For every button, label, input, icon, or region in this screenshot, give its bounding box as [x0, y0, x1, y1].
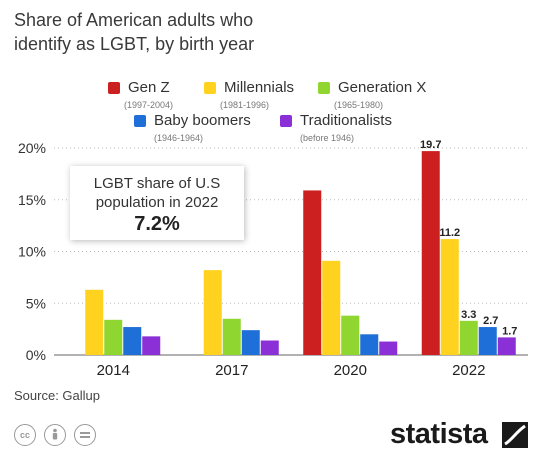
bar-2014-3 — [123, 327, 142, 355]
legend-label: Generation X — [338, 79, 427, 96]
bar-2014-1 — [85, 289, 104, 355]
legend-years: (1981-1996) — [220, 100, 270, 110]
legend-label: Gen Z — [128, 79, 170, 96]
brand-mark-icon — [502, 422, 528, 448]
bar-2014-2 — [104, 319, 123, 355]
data-label: 2.7 — [483, 315, 498, 327]
legend-years: (1946-1964) — [154, 133, 204, 143]
bar-2017-3 — [241, 330, 260, 355]
bar-2020-4 — [379, 341, 398, 355]
legend-years: (1965-1980) — [334, 100, 384, 110]
bar-2020-3 — [360, 334, 379, 355]
no-derivatives-icon[interactable] — [74, 424, 96, 446]
bar-2020-2 — [341, 315, 360, 355]
callout-line-1: LGBT share of U.S — [93, 175, 221, 192]
y-tick-label: 15% — [18, 192, 46, 208]
bar-chart: 0% 5% 10% 15% 20% 2014 2017 2020 2022 19.7 11.2 3.3… — [18, 139, 528, 379]
bar-2022-1 — [440, 239, 459, 355]
brand-logo[interactable]: statista — [390, 418, 488, 450]
chart-title: Share of American adults who identify as… — [14, 8, 334, 56]
legend-swatch — [108, 82, 120, 94]
callout-box: LGBT share of U.S population in 2022 7.2… — [70, 166, 244, 240]
bar-2017-2 — [222, 318, 241, 355]
callout-value: 7.2% — [134, 213, 180, 235]
cc-icon[interactable]: cc — [14, 424, 36, 446]
x-tick-label: 2022 — [452, 362, 485, 379]
source-note: Source: Gallup — [14, 388, 100, 403]
data-label: 11.2 — [439, 227, 460, 239]
y-tick-label: 0% — [26, 347, 46, 363]
y-tick-label: 20% — [18, 140, 46, 156]
attribution-icon[interactable] — [44, 424, 66, 446]
legend-swatch — [134, 115, 146, 127]
y-tick-label: 10% — [18, 244, 46, 260]
callout-line-2: population in 2022 — [95, 194, 219, 211]
bar-2017-4 — [260, 340, 279, 355]
title-line-2: identify as LGBT, by birth year — [14, 34, 255, 54]
legend-label: Millennials — [224, 79, 295, 96]
bar-2022-0 — [421, 151, 440, 355]
legend-swatch — [280, 115, 292, 127]
bar-2022-3 — [478, 327, 497, 355]
legend-label: Baby boomers — [154, 112, 251, 129]
legend-swatch — [204, 82, 216, 94]
bar-2014-4 — [142, 336, 161, 355]
y-tick-label: 5% — [26, 295, 46, 311]
bar-2022-4 — [497, 337, 516, 355]
x-tick-label: 2020 — [334, 362, 367, 379]
x-tick-label: 2014 — [97, 362, 130, 379]
legend-years: (before 1946) — [300, 133, 355, 143]
legend-swatch — [318, 82, 330, 94]
bar-2020-1 — [322, 260, 341, 355]
legend: Gen Z (1997-2004) Millennials (1981-1996… — [0, 0, 540, 150]
data-label: 19.7 — [420, 139, 441, 151]
legend-years: (1997-2004) — [124, 100, 174, 110]
title-line-1: Share of American adults who — [14, 10, 254, 30]
bar-2020-0 — [303, 190, 322, 355]
bar-2022-2 — [459, 320, 478, 355]
data-label: 1.7 — [502, 325, 517, 337]
x-tick-label: 2017 — [215, 362, 248, 379]
bar-2017-1 — [203, 270, 222, 355]
data-label: 3.3 — [461, 309, 476, 321]
legend-label: Traditionalists — [300, 112, 392, 129]
